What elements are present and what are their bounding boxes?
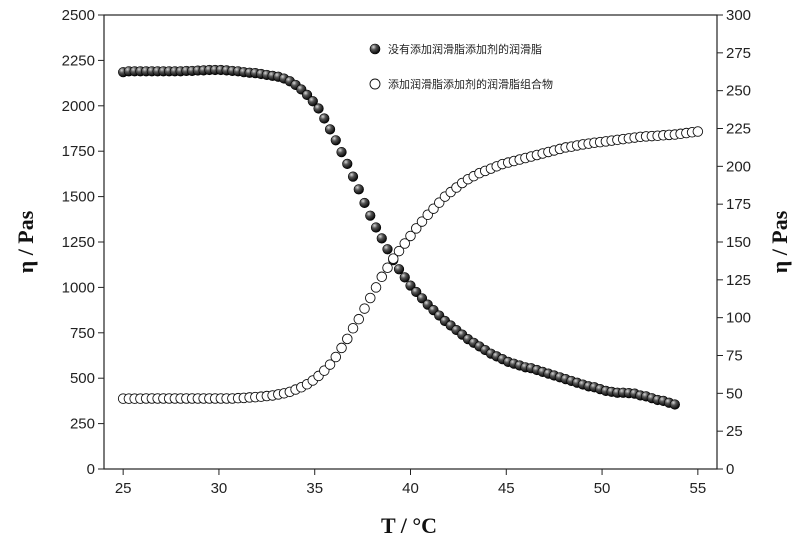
data-point	[393, 245, 405, 257]
x-axis-title: T / °C	[381, 513, 437, 538]
x-tick-label: 55	[690, 480, 707, 497]
x-tick-label: 25	[115, 480, 132, 497]
data-point	[353, 313, 365, 325]
series-2	[117, 126, 704, 404]
legend-marker	[369, 43, 381, 55]
data-point	[342, 158, 353, 170]
data-point	[330, 351, 342, 363]
right-y-tick-label: 200	[726, 158, 751, 175]
left-y-tick-label: 1750	[62, 143, 95, 160]
left-y-tick-label: 1500	[62, 189, 95, 206]
legend-marker	[369, 78, 381, 90]
data-point	[347, 171, 359, 182]
right-y-tick-label: 275	[726, 45, 751, 62]
left-y-tick-label: 1250	[62, 234, 95, 251]
legend-label: 没有添加润滑脂添加剂的润滑脂	[388, 42, 542, 56]
data-point	[365, 292, 376, 304]
left-y-axis-title: η / Pas	[13, 210, 38, 273]
data-point	[388, 253, 399, 264]
data-point	[382, 262, 393, 273]
left-y-tick-label: 750	[70, 325, 95, 342]
data-point	[669, 399, 680, 410]
left-y-tick-label: 250	[70, 416, 95, 433]
data-point	[399, 272, 410, 283]
data-point	[359, 303, 370, 314]
series-1	[118, 64, 680, 410]
right-y-axis-title: η / Pas	[767, 210, 792, 273]
right-y-tick-label: 225	[726, 121, 751, 138]
left-y-tick-label: 0	[87, 461, 95, 478]
data-point	[416, 216, 428, 227]
data-point	[336, 342, 347, 354]
right-y-tick-label: 0	[726, 461, 734, 478]
data-point	[692, 126, 704, 137]
x-tick-label: 40	[402, 480, 419, 497]
right-y-tick-label: 175	[726, 196, 751, 213]
data-point	[319, 113, 330, 124]
data-point	[307, 96, 318, 107]
right-y-tick-label: 300	[726, 7, 751, 24]
data-point	[342, 333, 353, 345]
data-point	[353, 184, 364, 195]
data-point	[301, 89, 313, 101]
data-point	[313, 103, 324, 114]
x-tick-label: 30	[211, 480, 228, 497]
data-point	[324, 124, 336, 135]
data-point	[393, 264, 405, 275]
data-point	[336, 147, 347, 158]
data-point	[359, 197, 370, 209]
left-y-tick-label: 2000	[62, 98, 95, 115]
right-y-tick-label: 50	[726, 385, 743, 402]
right-y-tick-label: 100	[726, 310, 751, 327]
x-tick-label: 35	[306, 480, 323, 497]
data-point	[365, 210, 376, 221]
data-point	[399, 238, 411, 249]
left-y-tick-label: 2250	[62, 52, 95, 69]
legend-label: 添加润滑脂添加剂的润滑脂组合物	[388, 77, 553, 91]
right-y-tick-label: 250	[726, 83, 751, 100]
data-point	[405, 280, 416, 291]
data-point	[370, 222, 382, 233]
data-point	[324, 359, 336, 370]
left-y-tick-label: 500	[70, 370, 95, 387]
data-point	[382, 244, 393, 255]
data-point	[330, 135, 341, 146]
right-y-tick-label: 25	[726, 423, 743, 440]
left-y-tick-label: 1000	[62, 279, 95, 296]
data-point	[370, 282, 382, 293]
data-point	[376, 233, 387, 244]
data-point	[376, 271, 388, 283]
data-point	[405, 230, 416, 242]
data-point	[410, 223, 422, 234]
x-tick-label: 50	[594, 480, 611, 497]
x-tick-label: 45	[498, 480, 515, 497]
data-point	[416, 293, 428, 304]
left-y-tick-label: 2500	[62, 7, 95, 24]
right-y-tick-label: 125	[726, 272, 751, 289]
right-y-tick-label: 150	[726, 234, 751, 251]
data-point	[347, 323, 359, 334]
right-y-tick-label: 75	[726, 348, 743, 365]
data-point	[411, 286, 422, 298]
